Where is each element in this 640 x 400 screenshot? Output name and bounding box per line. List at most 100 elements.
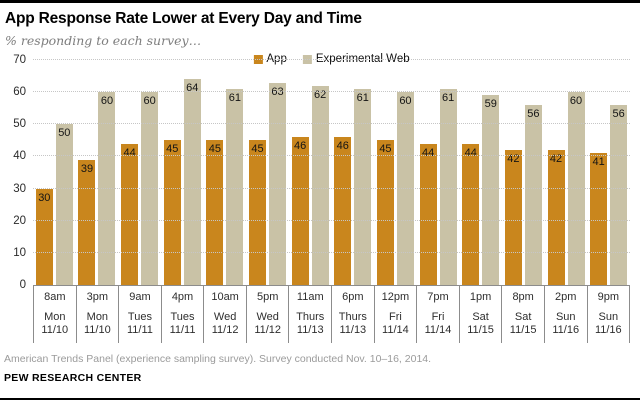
x-label-date: 11/16: [594, 323, 622, 336]
x-label-time: 2pm: [555, 291, 577, 303]
bar-group-3pm-mon: 39 60: [76, 61, 119, 285]
bar-group-4pm-tues: 45 64: [161, 61, 204, 285]
gridline-20: [33, 219, 630, 221]
x-label-date: 11/16: [552, 323, 580, 336]
bar-experimental-web: 62: [311, 85, 329, 285]
y-tick-60: 60: [13, 86, 26, 99]
bar-app: 45: [206, 140, 224, 285]
y-tick-30: 30: [13, 182, 26, 195]
bar-value-label: 60: [399, 95, 412, 108]
x-label-date: 11/13: [339, 323, 367, 336]
bar-value-label: 56: [527, 108, 540, 120]
bar-value-label: 44: [421, 146, 435, 159]
bar-value-label: 59: [484, 98, 497, 111]
x-label-7pm-fri: 7pm Fri 11/14: [416, 286, 459, 343]
y-tick-20: 20: [13, 214, 26, 227]
bar-experimental-web: 60: [396, 92, 414, 285]
x-axis-labels: 8am Mon 11/10 3pm Mon 11/10 9am Tues 11/11 4pm Tue…: [33, 286, 631, 343]
y-tick-10: 10: [13, 246, 26, 259]
x-label-date: 11/10: [84, 323, 111, 336]
bar-experimental-web: 50: [55, 124, 73, 285]
x-label-day: Tues: [127, 310, 152, 323]
bar-app: 45: [249, 140, 267, 285]
bar-app: 30: [35, 188, 53, 285]
x-label-date: 11/12: [211, 323, 239, 336]
gridline-10: [33, 251, 630, 253]
plot-area: App Experimental Web 30 50 39 60 44 60 45 64 45 61…: [13, 53, 630, 291]
bar-value-label: 46: [294, 140, 307, 153]
x-label-day: Fri: [389, 310, 402, 323]
bar-value-label: 56: [612, 108, 625, 120]
x-label-day: Sun: [598, 310, 619, 323]
bar-group-11am-thurs: 46 62: [289, 61, 332, 285]
x-label-3pm-mon: 3pm Mon 11/10: [75, 286, 119, 343]
x-label-day: Sat: [514, 310, 532, 323]
x-label-day: Sat: [472, 310, 489, 323]
x-label-5pm-wed: 5pm Wed 11/12: [245, 286, 289, 343]
x-label-time: 9pm: [597, 291, 619, 303]
bar-experimental-web: 56: [524, 105, 542, 285]
x-label-time: 9am: [129, 291, 151, 303]
x-label-day: Thurs: [296, 310, 325, 323]
bar-value-label: 41: [592, 156, 605, 169]
bar-experimental-web: 60: [141, 92, 159, 285]
bar-experimental-web: 61: [226, 88, 244, 285]
bar-experimental-web: 56: [610, 105, 628, 285]
x-label-8am-mon: 8am Mon 11/10: [33, 286, 76, 343]
bar-value-label: 30: [38, 191, 51, 204]
bar-group-7pm-fri: 44 61: [417, 61, 460, 285]
x-label-6pm-thurs: 6pm Thurs 11/13: [331, 286, 374, 343]
x-label-date: 11/15: [509, 323, 537, 336]
bar-value-label: 50: [58, 127, 71, 140]
x-label-time: 3pm: [86, 291, 109, 303]
x-label-time: 10am: [211, 291, 239, 303]
x-label-date: 11/13: [296, 323, 324, 336]
bar-value-label: 60: [569, 95, 583, 108]
bar-group-8am-mon: 30 50: [33, 61, 76, 285]
x-label-9am-tues: 9am Tues 11/11: [118, 286, 161, 343]
x-label-time: 6pm: [342, 291, 364, 303]
bar-value-label: 64: [186, 82, 199, 95]
gridline-30: [33, 187, 630, 189]
x-label-11am-thurs: 11am Thurs 11/13: [288, 286, 331, 343]
bar-value-label: 45: [166, 143, 179, 156]
x-label-time: 5pm: [256, 291, 279, 303]
x-label-10am-wed: 10am Wed 11/12: [203, 286, 246, 343]
bar-value-label: 44: [123, 146, 136, 159]
y-tick-0: 0: [19, 279, 26, 291]
gridline-40: [33, 155, 630, 157]
bar-app: 46: [334, 137, 352, 285]
x-label-time: 8am: [44, 291, 66, 303]
gridline-60: [33, 91, 630, 93]
bar-value-label: 60: [100, 95, 114, 108]
bar-experimental-web: 60: [567, 92, 585, 285]
bar-value-label: 44: [464, 146, 477, 159]
bar-experimental-web: 59: [482, 95, 500, 285]
x-label-4pm-tues: 4pm Tues 11/11: [160, 286, 204, 343]
x-label-date: 11/11: [126, 323, 153, 336]
bar-experimental-web: 63: [269, 82, 287, 285]
gridline-70: [33, 59, 630, 60]
bar-group-5pm-wed: 45 63: [246, 61, 289, 285]
chart-subtitle: % responding to each survey…: [5, 33, 202, 48]
bar-app: 44: [462, 143, 480, 285]
chart-title: App Response Rate Lower at Every Day and…: [5, 10, 362, 27]
bar-value-label: 60: [143, 95, 156, 108]
x-label-date: 11/15: [467, 323, 494, 336]
y-tick-70: 70: [13, 54, 26, 66]
x-label-day: Thurs: [338, 310, 367, 323]
bar-value-label: 45: [251, 143, 264, 156]
x-label-9pm-sun: 9pm Sun 11/16: [586, 286, 631, 343]
bar-value-label: 61: [228, 91, 241, 104]
x-label-day: Wed: [256, 310, 279, 323]
y-tick-40: 40: [13, 150, 26, 163]
x-label-day: Wed: [213, 310, 237, 323]
bar-group-8pm-sat: 42 56: [502, 61, 545, 285]
bar-app: 42: [504, 150, 522, 285]
bar-value-label: 61: [356, 91, 369, 104]
x-label-12pm-fri: 12pm Fri 11/14: [373, 286, 417, 343]
bar-experimental-web: 61: [354, 88, 372, 285]
x-label-time: 4pm: [171, 291, 194, 303]
x-label-2pm-sun: 2pm Sun 11/16: [543, 286, 587, 343]
y-tick-50: 50: [13, 118, 26, 131]
